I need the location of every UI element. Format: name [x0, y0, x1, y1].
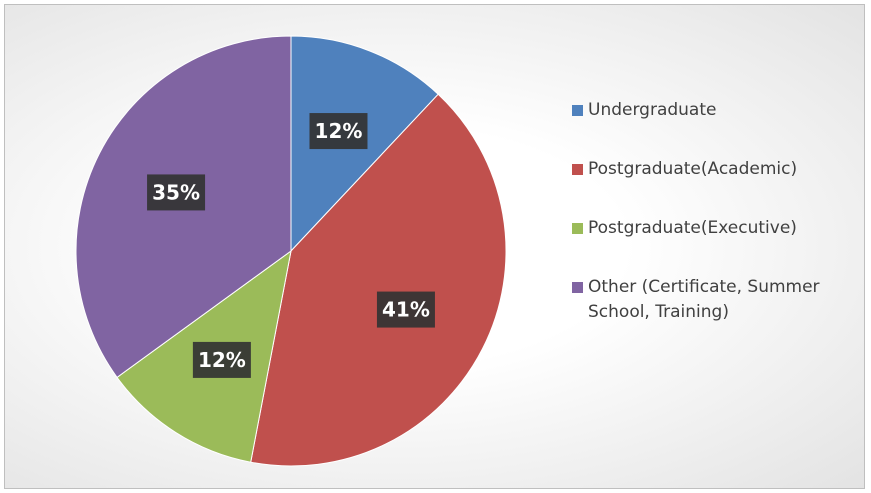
legend-item: Undergraduate	[572, 98, 862, 123]
legend-label: Postgraduate(Executive)	[588, 218, 797, 238]
data-label: 35%	[152, 180, 200, 204]
pie-slice	[250, 93, 507, 467]
legend-swatch	[572, 105, 583, 116]
label-box	[376, 291, 435, 328]
legend-item: Other (Certificate, Summer School, Train…	[572, 275, 862, 325]
legend-item: Postgraduate(Academic)	[572, 157, 862, 182]
legend-label: Postgraduate(Academic)	[588, 159, 798, 179]
data-label: 12%	[315, 119, 363, 143]
data-label: 12%	[198, 348, 246, 372]
label-box	[192, 341, 251, 378]
label-box	[309, 113, 368, 150]
legend-item: Postgraduate(Executive)	[572, 216, 862, 241]
legend-swatch	[572, 223, 583, 234]
legend-label: Other (Certificate, Summer School, Train…	[588, 277, 820, 322]
label-box	[147, 174, 206, 211]
legend-swatch	[572, 164, 583, 175]
legend-label: Undergraduate	[588, 100, 717, 120]
data-label: 41%	[382, 298, 430, 322]
legend: Undergraduate Postgraduate(Academic) Postg…	[572, 98, 862, 359]
legend-swatch	[572, 282, 583, 293]
